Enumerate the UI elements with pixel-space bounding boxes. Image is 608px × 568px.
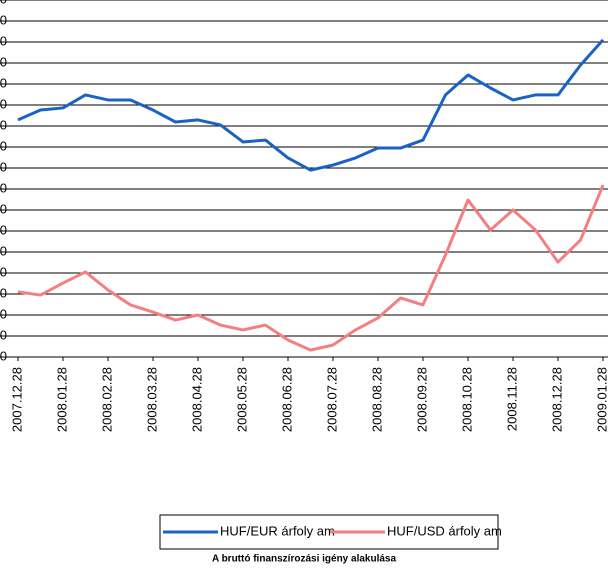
x-tick-label: 2008.06.28 — [279, 367, 294, 432]
y-tick-label: 160 — [0, 306, 7, 321]
legend-label: HUF/USD árfoly am — [387, 523, 502, 538]
series-line — [17, 38, 605, 172]
y-tick-label: 240 — [0, 138, 7, 153]
x-tick-label: 2008.02.28 — [99, 367, 114, 432]
x-tick-label: 2008.07.28 — [324, 367, 339, 432]
y-tick-label: 300 — [0, 12, 7, 27]
x-tick-label: 2008.01.28 — [54, 367, 69, 432]
y-tick-label: 170 — [0, 285, 7, 300]
chart-caption: A bruttó finanszírozási igény alakulása — [212, 554, 397, 565]
legend-label: HUF/EUR árfoly am — [220, 523, 335, 538]
y-tick-label: 180 — [0, 264, 7, 279]
legend-box — [159, 514, 499, 550]
y-tick-label: 190 — [0, 243, 7, 258]
y-tick-label: 200 — [0, 222, 7, 237]
x-tick-label: 2008.09.28 — [414, 367, 429, 432]
y-tick-label: 230 — [0, 159, 7, 174]
x-tick-label: 2008.10.28 — [459, 367, 474, 432]
y-tick-label: 140 — [0, 348, 7, 363]
y-tick-label: 250 — [0, 117, 7, 132]
y-tick-label: 150 — [0, 327, 7, 342]
x-tick-label: 2008.04.28 — [189, 367, 204, 432]
x-tick-label: 2007.12.28 — [9, 367, 24, 432]
x-tick-label: 2008.08.28 — [369, 367, 384, 432]
y-tick-label: 270 — [0, 75, 7, 90]
y-tick-label: 310 — [0, 0, 7, 6]
x-tick-label: 2009.01.28 — [594, 367, 608, 432]
y-tick-label: 290 — [0, 33, 7, 48]
y-tick-label: 260 — [0, 96, 7, 111]
y-tick-label: 280 — [0, 54, 7, 69]
x-tick-label: 2008.11.28 — [504, 367, 519, 431]
x-tick-label: 2008.03.28 — [144, 367, 159, 432]
x-tick-label: 2008.05.28 — [234, 367, 249, 432]
series-line — [17, 184, 605, 352]
y-tick-label: 210 — [0, 201, 7, 216]
x-tick-label: 2008.12.28 — [549, 367, 564, 432]
y-tick-label: 220 — [0, 180, 7, 195]
